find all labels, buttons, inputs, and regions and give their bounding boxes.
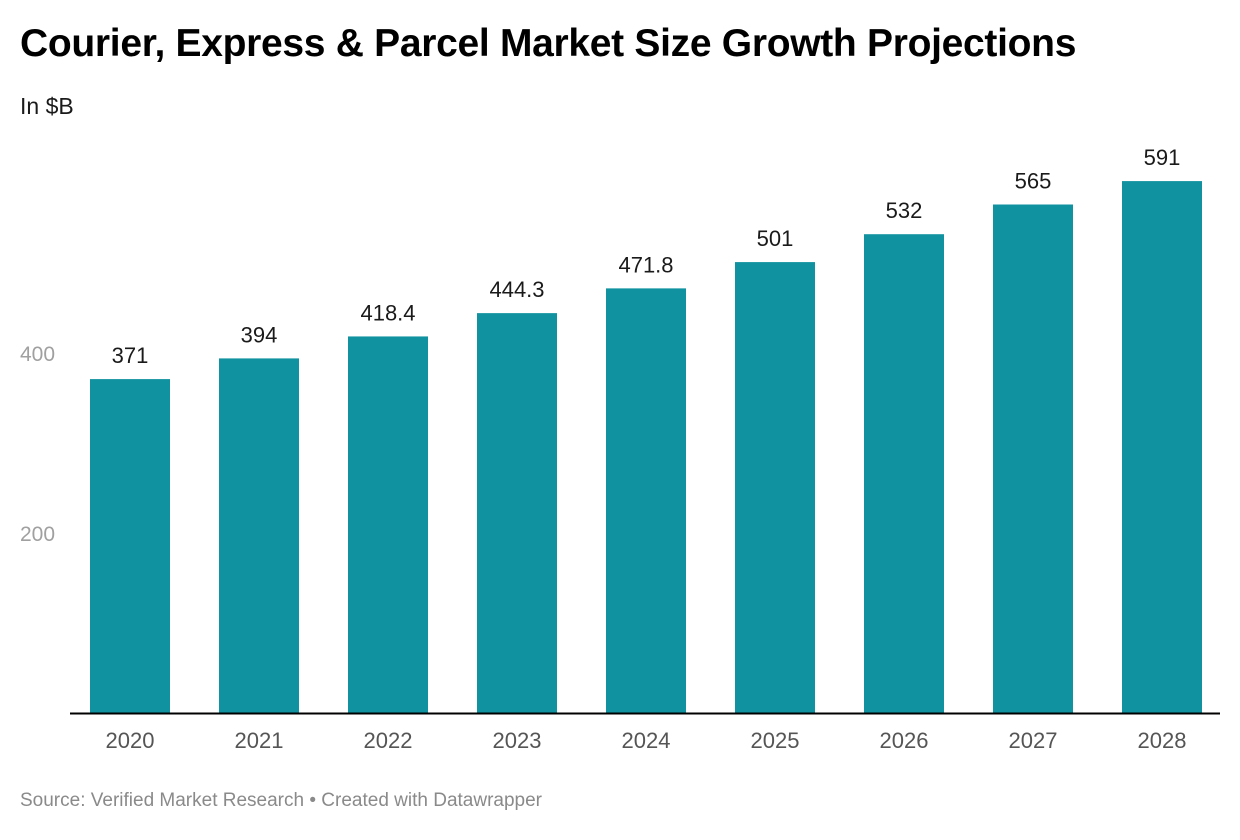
value-label-2027: 565 [1015,169,1052,194]
bar-2022 [348,336,428,713]
bar-2025 [735,262,815,713]
x-tick-label-2026: 2026 [880,728,929,753]
x-tick-label-2028: 2028 [1138,728,1187,753]
y-tick-label: 200 [20,523,55,546]
bar-2028 [1122,181,1202,714]
x-tick-label-2021: 2021 [235,728,284,753]
value-label-2026: 532 [886,198,923,223]
value-label-2020: 371 [112,343,149,368]
bar-2026 [864,234,944,713]
value-label-2021: 394 [241,322,278,347]
chart-title: Courier, Express & Parcel Market Size Gr… [20,22,1077,65]
bar-2023 [477,313,557,713]
footer-separator: • [309,790,317,811]
chart-footer: Source: Verified Market Research • Creat… [20,790,542,812]
value-labels-group: 371 394 418.4 444.3 471.8 501 532 565 591 [112,145,1181,368]
y-tick-label: 400 [20,343,55,366]
bar-2021 [219,358,299,713]
value-label-2024: 471.8 [618,252,673,277]
bars-group [90,181,1202,714]
value-label-2028: 591 [1144,145,1181,170]
x-tick-label-2022: 2022 [364,728,413,753]
y-axis-ticks: 200 400 [20,343,55,546]
x-tick-label-2020: 2020 [106,728,155,753]
bar-2020 [90,379,170,713]
bar-2027 [993,204,1073,713]
x-axis-ticks: 2020 2021 2022 2023 2024 2025 2026 2027 2028 [106,728,1187,753]
value-label-2023: 444.3 [489,277,544,302]
credit-note: Created with Datawrapper [321,790,543,811]
bar-2024 [606,288,686,713]
source-note: Source: Verified Market Research [20,790,305,811]
value-label-2022: 418.4 [360,300,415,325]
bar-chart: 200 400 371 394 418.4 444.3 471.8 501 532 565 591… [20,145,1220,753]
chart-subtitle: In $B [20,93,74,119]
x-tick-label-2027: 2027 [1009,728,1058,753]
x-tick-label-2025: 2025 [751,728,800,753]
value-label-2025: 501 [757,226,794,251]
x-tick-label-2023: 2023 [493,728,542,753]
x-tick-label-2024: 2024 [622,728,671,753]
